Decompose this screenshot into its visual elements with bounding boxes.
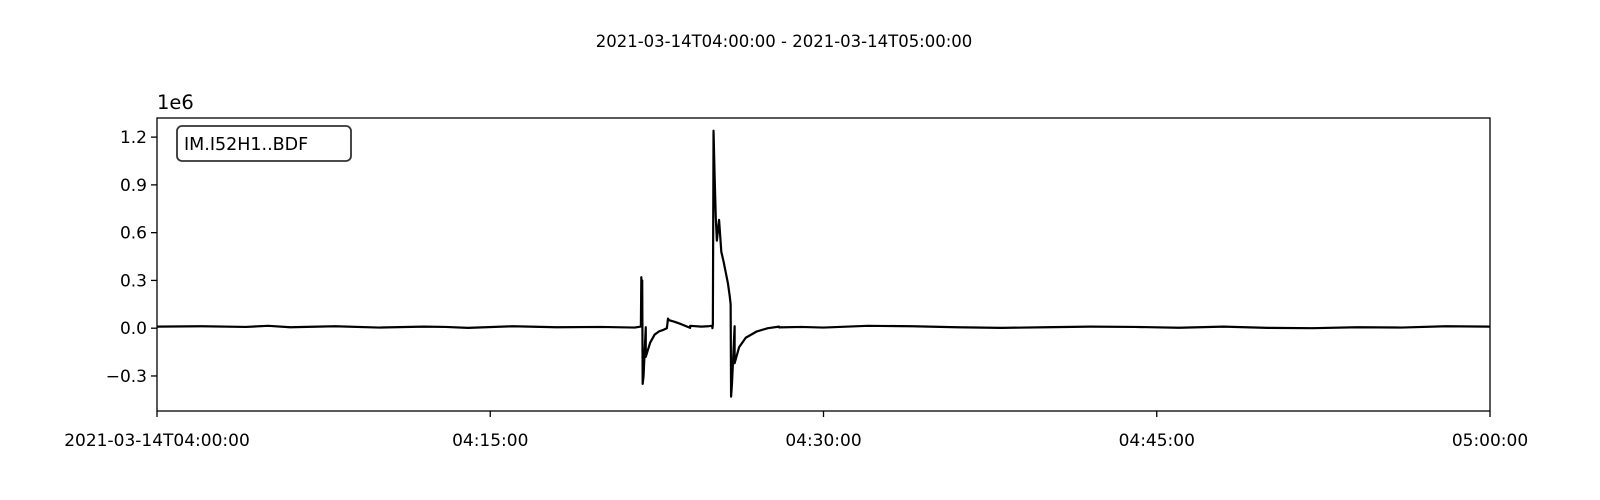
plot-area [156, 129, 1491, 398]
axes: −0.3 0.0 0.3 0.6 0.9 1.2 2021-03-14T04:00:00 04… [64, 128, 1528, 451]
x-tick-label: 05:00:00 [1452, 431, 1528, 451]
y-tick-label: −0.3 [106, 367, 147, 387]
series-line [156, 129, 1491, 398]
x-tick-label: 04:45:00 [1119, 431, 1195, 451]
chart-title: 2021-03-14T04:00:00 - 2021-03-14T05:00:0… [596, 32, 973, 51]
y-tick-label: 1.2 [120, 128, 147, 148]
legend: IM.I52H1..BDF [176, 125, 352, 162]
x-tick-label: 04:15:00 [452, 431, 528, 451]
legend-box [176, 125, 352, 162]
x-tick-label: 2021-03-14T04:00:00 [64, 431, 250, 451]
plot-frame [156, 117, 1491, 412]
y-tick-label: 0.9 [120, 176, 147, 196]
y-tick-label: 0.0 [120, 319, 147, 339]
y-tick-label: 0.6 [120, 224, 147, 244]
legend-label: IM.I52H1..BDF [184, 135, 308, 155]
y-offset-label: 1e6 [157, 91, 194, 114]
x-tick-label: 04:30:00 [785, 431, 861, 451]
y-tick-label: 0.3 [120, 271, 147, 291]
